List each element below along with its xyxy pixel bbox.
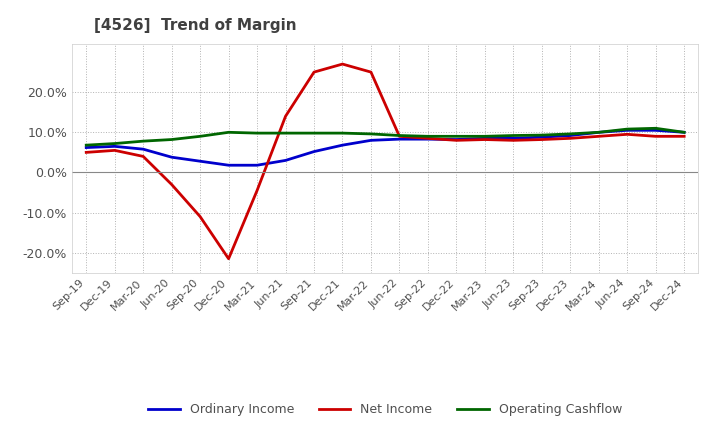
Net Income (509, 138, 518, 143)
Operating Cashflow (595, 130, 603, 135)
Net Income (282, 114, 290, 119)
Net Income (452, 138, 461, 143)
Operating Cashflow (537, 132, 546, 138)
Ordinary Income (623, 128, 631, 133)
Net Income (395, 134, 404, 139)
Net Income (167, 182, 176, 187)
Net Income (139, 154, 148, 159)
Text: [4526]  Trend of Margin: [4526] Trend of Margin (94, 18, 296, 33)
Operating Cashflow (623, 126, 631, 132)
Ordinary Income (167, 154, 176, 160)
Operating Cashflow (652, 126, 660, 131)
Net Income (310, 70, 318, 75)
Net Income (537, 137, 546, 142)
Operating Cashflow (310, 131, 318, 136)
Operating Cashflow (366, 131, 375, 136)
Net Income (423, 136, 432, 141)
Net Income (652, 134, 660, 139)
Ordinary Income (395, 136, 404, 142)
Net Income (82, 150, 91, 155)
Ordinary Income (509, 136, 518, 141)
Ordinary Income (680, 130, 688, 135)
Net Income (196, 214, 204, 219)
Operating Cashflow (395, 133, 404, 138)
Operating Cashflow (509, 133, 518, 138)
Ordinary Income (566, 133, 575, 138)
Ordinary Income (82, 145, 91, 150)
Operating Cashflow (423, 134, 432, 139)
Operating Cashflow (139, 139, 148, 144)
Operating Cashflow (110, 141, 119, 146)
Net Income (566, 136, 575, 141)
Ordinary Income (139, 147, 148, 152)
Net Income (338, 62, 347, 67)
Net Income (366, 70, 375, 75)
Ordinary Income (537, 135, 546, 140)
Ordinary Income (595, 130, 603, 135)
Operating Cashflow (225, 130, 233, 135)
Net Income (623, 132, 631, 137)
Net Income (595, 134, 603, 139)
Net Income (680, 134, 688, 139)
Net Income (480, 137, 489, 142)
Ordinary Income (225, 163, 233, 168)
Operating Cashflow (82, 143, 91, 148)
Line: Operating Cashflow: Operating Cashflow (86, 128, 684, 145)
Ordinary Income (196, 158, 204, 164)
Line: Net Income: Net Income (86, 64, 684, 259)
Ordinary Income (652, 128, 660, 133)
Net Income (225, 256, 233, 261)
Ordinary Income (480, 136, 489, 141)
Legend: Ordinary Income, Net Income, Operating Cashflow: Ordinary Income, Net Income, Operating C… (143, 398, 627, 421)
Operating Cashflow (566, 131, 575, 136)
Ordinary Income (366, 138, 375, 143)
Operating Cashflow (680, 130, 688, 135)
Net Income (110, 148, 119, 153)
Net Income (253, 188, 261, 193)
Operating Cashflow (253, 131, 261, 136)
Operating Cashflow (282, 131, 290, 136)
Ordinary Income (282, 158, 290, 163)
Operating Cashflow (196, 134, 204, 139)
Ordinary Income (452, 137, 461, 142)
Ordinary Income (110, 144, 119, 149)
Operating Cashflow (452, 134, 461, 139)
Ordinary Income (253, 163, 261, 168)
Ordinary Income (310, 149, 318, 154)
Line: Ordinary Income: Ordinary Income (86, 130, 684, 165)
Operating Cashflow (338, 131, 347, 136)
Operating Cashflow (167, 137, 176, 142)
Ordinary Income (423, 136, 432, 142)
Operating Cashflow (480, 134, 489, 139)
Ordinary Income (338, 143, 347, 148)
